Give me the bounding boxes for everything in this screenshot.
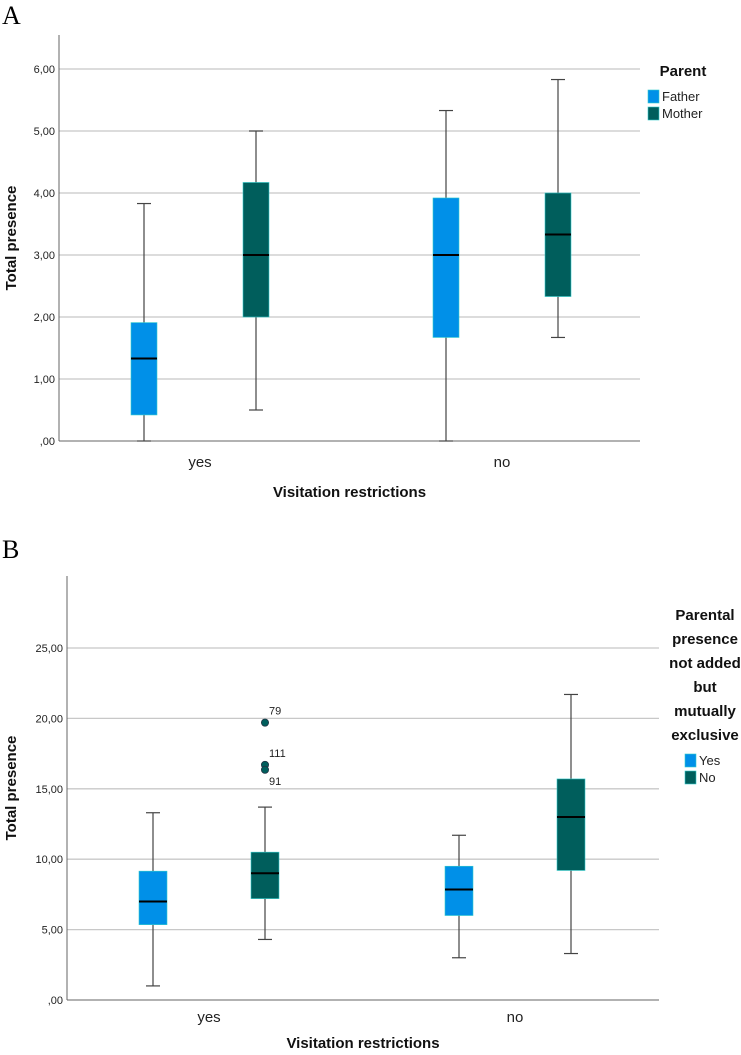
y-axis-title-group: Total presence <box>3 186 20 291</box>
box-iqr <box>242 182 270 318</box>
y-tick-label: ,00 <box>48 995 63 1007</box>
legend: Parent Father Mother <box>647 63 707 121</box>
box-yes-yes <box>138 812 168 987</box>
legend-title: mutually <box>674 703 736 720</box>
y-tick-label: 10,00 <box>35 854 63 866</box>
box-iqr <box>130 322 158 416</box>
outlier-point <box>260 765 269 774</box>
panel-label: B <box>2 535 19 564</box>
x-tick-label: yes <box>188 454 211 471</box>
x-tick-label: no <box>494 454 511 471</box>
box-iqr <box>556 778 586 871</box>
box-iqr <box>138 870 168 925</box>
legend-title: but <box>693 679 716 696</box>
legend-swatch <box>647 106 660 121</box>
y-tick-label: ,00 <box>40 436 55 448</box>
outlier-label: 91 <box>269 776 281 788</box>
x-tick-label: no <box>507 1009 524 1026</box>
y-tick-label: 6,00 <box>34 64 55 76</box>
legend-title: not added <box>669 655 741 672</box>
y-axis-title: Total presence <box>3 736 20 841</box>
box-iqr <box>432 197 460 338</box>
legend-swatch <box>647 89 660 104</box>
y-tick-label: 3,00 <box>34 250 55 262</box>
outlier-label: 79 <box>269 706 281 718</box>
legend-label: No <box>699 770 716 785</box>
y-tick-label: 5,00 <box>34 126 55 138</box>
box-iqr <box>444 865 474 916</box>
chart-panel-b: B ,00 5,00 10,00 15,00 20,00 25,00 yes no Visitat… <box>2 535 741 1052</box>
x-axis-title: Visitation restrictions <box>273 484 426 501</box>
box-iqr <box>250 851 280 899</box>
legend-swatch <box>684 753 697 768</box>
outlier-point <box>260 718 269 727</box>
y-axis-title-group: Total presence <box>3 736 20 841</box>
box-father-yes <box>130 202 158 442</box>
chart-panel-a: A ,00 1,00 2,00 3,00 4,00 5,00 6,00 yes no Visitat… <box>2 1 706 501</box>
legend: Parental presence not added but mutually excl… <box>669 607 741 785</box>
panel-label: A <box>2 1 21 30</box>
y-tick-label: 1,00 <box>34 374 55 386</box>
y-axis-title: Total presence <box>3 186 20 291</box>
y-tick-label: 4,00 <box>34 188 55 200</box>
box-father-no <box>432 109 460 442</box>
x-axis-title: Visitation restrictions <box>286 1035 439 1052</box>
box-no-yes: 79 111 91 <box>250 706 286 941</box>
box-mother-yes <box>242 130 270 411</box>
x-tick-label: yes <box>197 1009 220 1026</box>
legend-label: Father <box>662 89 700 104</box>
box-yes-no <box>444 834 474 959</box>
box-iqr <box>544 192 572 297</box>
y-tick-label: 5,00 <box>42 925 63 937</box>
y-tick-label: 20,00 <box>35 713 63 725</box>
legend-label: Yes <box>699 753 721 768</box>
legend-swatch <box>684 770 697 785</box>
outlier-label: 111 <box>269 748 286 760</box>
box-mother-no <box>544 78 572 339</box>
legend-title: Parent <box>660 63 707 80</box>
box-no-no <box>556 693 586 955</box>
legend-title: exclusive <box>671 727 739 744</box>
legend-title: presence <box>672 631 738 648</box>
y-tick-label: 15,00 <box>35 784 63 796</box>
y-tick-label: 25,00 <box>35 643 63 655</box>
legend-label: Mother <box>662 106 703 121</box>
legend-title: Parental <box>675 607 734 624</box>
y-tick-label: 2,00 <box>34 312 55 324</box>
